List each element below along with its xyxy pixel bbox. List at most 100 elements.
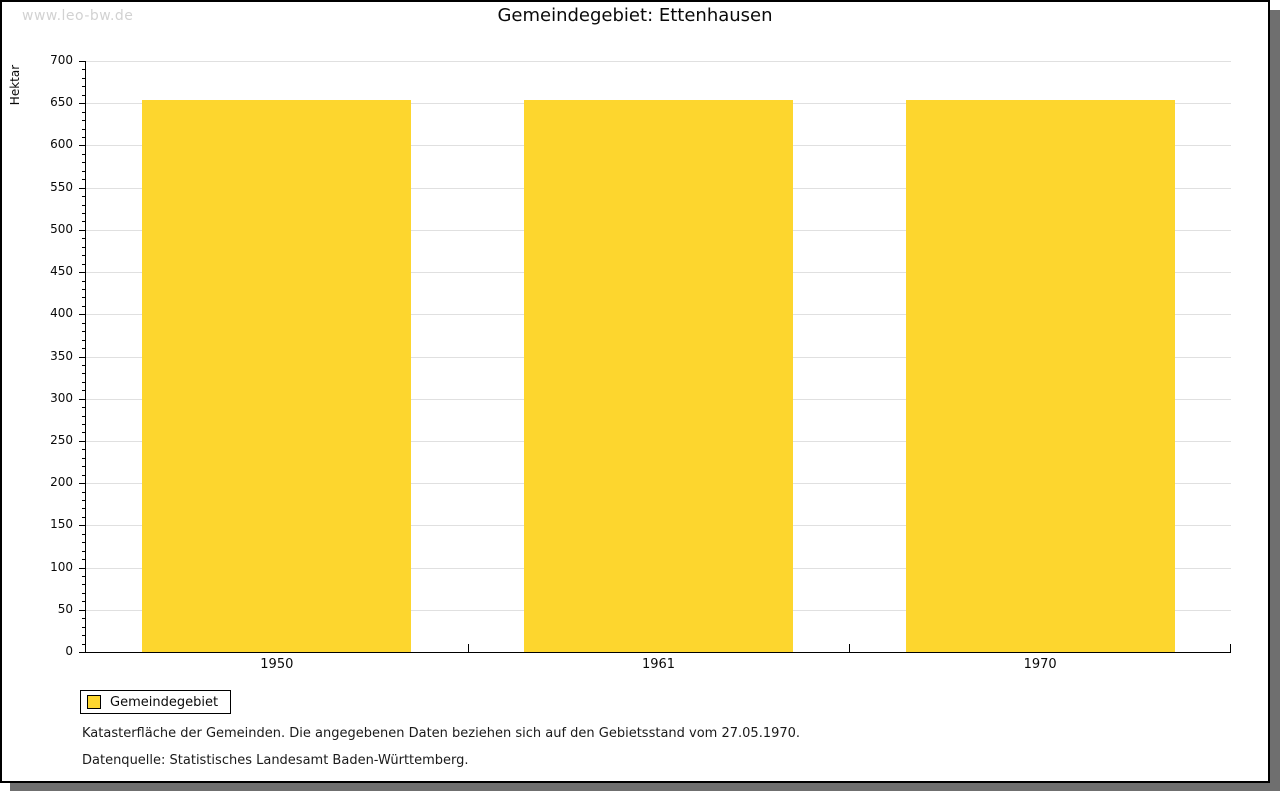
y-axis-minor-tick [82, 457, 86, 459]
y-tick-label: 550 [50, 179, 73, 194]
y-axis-minor-tick [82, 111, 86, 113]
y-tick-label: 350 [50, 348, 73, 363]
y-axis-minor-tick [82, 618, 86, 620]
y-axis-minor-tick [82, 559, 86, 561]
y-axis-minor-tick [82, 381, 86, 383]
y-axis-tick [79, 525, 86, 527]
y-axis-minor-tick [82, 204, 86, 206]
watermark: www.leo-bw.de [22, 8, 134, 24]
y-axis-minor-tick [82, 466, 86, 468]
y-axis-tick [79, 483, 86, 485]
y-axis-minor-tick [82, 69, 86, 71]
y-axis-minor-tick [82, 424, 86, 426]
y-axis-minor-tick [82, 508, 86, 510]
y-axis-minor-tick [82, 136, 86, 138]
legend: Gemeindegebiet [80, 690, 232, 714]
y-axis-tick [79, 61, 86, 62]
y-axis-tick [79, 314, 86, 316]
y-axis-minor-tick [82, 255, 86, 257]
footnote: Katasterfläche der Gemeinden. Die angege… [82, 726, 801, 741]
y-axis-tick [79, 272, 86, 274]
y-axis-minor-tick [82, 94, 86, 96]
x-tick-label: 1970 [1023, 657, 1057, 672]
y-axis-minor-tick [82, 449, 86, 451]
y-axis-minor-tick [82, 339, 86, 341]
y-axis-minor-tick [82, 584, 86, 586]
bar-1961[interactable] [523, 99, 794, 652]
y-axis-minor-tick [82, 86, 86, 88]
y-tick-label: 150 [50, 517, 73, 532]
y-tick-label: 100 [50, 559, 73, 574]
y-axis-minor-tick [82, 491, 86, 493]
x-tick-label: 1950 [260, 657, 294, 672]
y-axis-minor-tick [82, 322, 86, 324]
y-axis-minor-tick [82, 331, 86, 333]
y-axis-tick [79, 187, 86, 189]
y-axis-minor-tick [82, 280, 86, 282]
y-tick-label: 0 [65, 644, 73, 658]
y-tick-label: 400 [50, 306, 73, 321]
y-axis-tick [79, 229, 86, 231]
data-source-note: Datenquelle: Statistisches Landesamt Bad… [82, 753, 469, 768]
y-axis-minor-tick [82, 432, 86, 434]
legend-swatch [87, 695, 101, 709]
legend-label: Gemeindegebiet [110, 694, 219, 710]
chart-title: Gemeindegebiet: Ettenhausen [497, 5, 773, 26]
y-axis-minor-tick [82, 550, 86, 552]
y-axis-minor-tick [82, 128, 86, 130]
y-axis-tick [79, 103, 86, 105]
y-axis-minor-tick [82, 153, 86, 155]
y-axis-minor-tick [82, 364, 86, 366]
bar-1970[interactable] [905, 99, 1175, 652]
y-axis-minor-tick [82, 643, 86, 645]
y-tick-label: 650 [50, 95, 73, 110]
y-axis-minor-tick [82, 305, 86, 307]
y-tick-label: 450 [50, 264, 73, 279]
x-tick-label: 1961 [641, 657, 676, 672]
y-axis-tick [79, 567, 86, 569]
y-axis-minor-tick [82, 415, 86, 417]
y-tick-label: 300 [50, 390, 73, 405]
y-tick-label: 600 [50, 137, 73, 152]
y-tick-label: 500 [50, 221, 73, 236]
y-axis-minor-tick [82, 221, 86, 223]
y-axis-minor-tick [82, 626, 86, 628]
y-axis-minor-tick [82, 601, 86, 603]
y-axis-minor-tick [82, 542, 86, 544]
y-tick-label: 700 [50, 53, 73, 67]
y-tick-label: 50 [57, 601, 73, 616]
x-axis-tick [467, 644, 469, 652]
bar-1950[interactable] [142, 99, 412, 652]
y-axis-minor-tick [82, 373, 86, 375]
y-axis-minor-tick [82, 288, 86, 290]
y-axis-minor-tick [82, 77, 86, 79]
y-axis-tick [79, 398, 86, 400]
y-axis-tick [79, 440, 86, 442]
y-axis-tick [79, 145, 86, 147]
y-axis-minor-tick [82, 297, 86, 299]
y-axis-label: Hektar [8, 64, 22, 106]
y-axis-minor-tick [82, 390, 86, 392]
y-axis-minor-tick [82, 407, 86, 409]
y-axis-minor-tick [82, 500, 86, 502]
x-axis-end-tick [1230, 644, 1231, 652]
y-axis-tick [79, 652, 86, 653]
y-axis-minor-tick [82, 516, 86, 518]
y-axis-tick [79, 356, 86, 358]
y-axis-minor-tick [82, 238, 86, 240]
y-axis-minor-tick [82, 635, 86, 637]
x-axis-tick [849, 644, 851, 652]
y-axis-minor-tick [82, 179, 86, 181]
y-axis-minor-tick [82, 474, 86, 476]
y-axis-tick [79, 609, 86, 611]
y-tick-label: 200 [50, 475, 73, 490]
y-axis-minor-tick [82, 170, 86, 172]
y-axis-minor-tick [82, 348, 86, 350]
plot-area: 0 50 100 150 200 250 300 350 400 450 500 550 600 650 7… [50, 53, 1231, 672]
y-axis-minor-tick [82, 576, 86, 577]
y-axis-minor-tick [82, 120, 86, 122]
y-axis-minor-tick [82, 592, 86, 594]
gridline [86, 61, 1231, 62]
y-axis-minor-tick [82, 533, 86, 535]
